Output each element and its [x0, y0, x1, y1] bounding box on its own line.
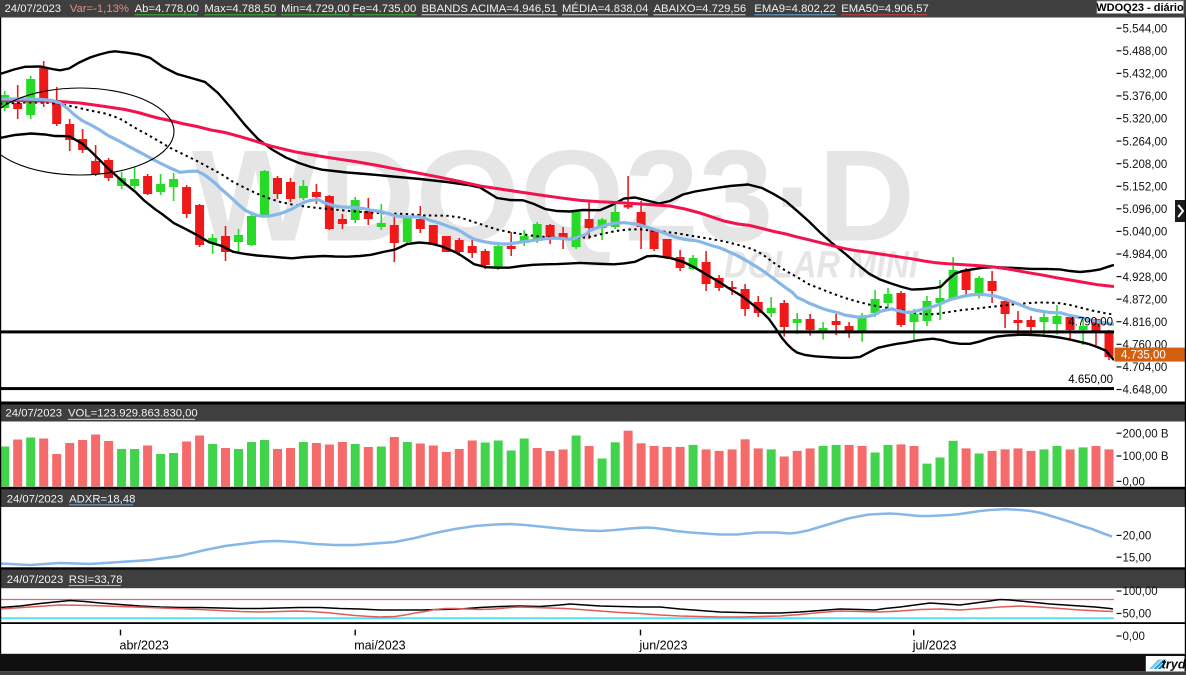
- svg-text:5.264,00: 5.264,00: [1123, 136, 1168, 148]
- svg-text:5.376,00: 5.376,00: [1123, 91, 1168, 103]
- svg-text:Var=-1,13%: Var=-1,13%: [70, 3, 129, 15]
- svg-text:5.432,00: 5.432,00: [1123, 69, 1168, 81]
- svg-text:jul/2023: jul/2023: [912, 639, 957, 653]
- svg-text:200,00 B: 200,00 B: [1123, 428, 1169, 440]
- svg-text:EMA50=4.906,57: EMA50=4.906,57: [841, 3, 929, 15]
- svg-text:4.928,00: 4.928,00: [1123, 272, 1168, 284]
- svg-text:5.096,00: 5.096,00: [1123, 204, 1168, 216]
- svg-text:24/07/2023: 24/07/2023: [6, 408, 63, 420]
- svg-text:5.152,00: 5.152,00: [1123, 182, 1168, 194]
- svg-text:mai/2023: mai/2023: [354, 639, 405, 653]
- svg-text:tryd: tryd: [1162, 656, 1186, 671]
- svg-text:Ab=4.778,00: Ab=4.778,00: [135, 3, 199, 15]
- svg-text:0,00: 0,00: [1123, 477, 1145, 489]
- svg-text:MÉDIA=4.838,04: MÉDIA=4.838,04: [562, 2, 648, 15]
- svg-text:24/07/2023: 24/07/2023: [7, 574, 64, 586]
- svg-text:VOL=123.929.863.830,00: VOL=123.929.863.830,00: [68, 408, 198, 420]
- svg-text:4.816,00: 4.816,00: [1123, 317, 1168, 329]
- svg-text:4.704,00: 4.704,00: [1123, 362, 1168, 374]
- svg-text:WDOQ23 - diário: WDOQ23 - diário: [1096, 2, 1184, 14]
- svg-text:4.650,00: 4.650,00: [1068, 374, 1113, 386]
- svg-text:5.320,00: 5.320,00: [1123, 114, 1168, 126]
- svg-text:BBANDS ACIMA=4.946,51: BBANDS ACIMA=4.946,51: [422, 3, 557, 15]
- svg-text:RSI=33,78: RSI=33,78: [69, 574, 123, 586]
- svg-text:ABAIXO=4.729,56: ABAIXO=4.729,56: [654, 3, 747, 15]
- svg-text:4.735,00: 4.735,00: [1121, 350, 1166, 362]
- svg-text:EMA9=4.802,22: EMA9=4.802,22: [754, 3, 835, 15]
- svg-text:15,00: 15,00: [1123, 552, 1152, 564]
- svg-text:0,00: 0,00: [1123, 631, 1145, 643]
- svg-text:4.984,00: 4.984,00: [1123, 249, 1168, 261]
- svg-text:jun/2023: jun/2023: [639, 639, 688, 653]
- svg-text:abr/2023: abr/2023: [120, 639, 169, 653]
- svg-text:Fe=4.735,00: Fe=4.735,00: [353, 3, 417, 15]
- svg-text:5.208,00: 5.208,00: [1123, 159, 1168, 171]
- svg-text:24/07/2023: 24/07/2023: [7, 493, 64, 505]
- svg-text:4.648,00: 4.648,00: [1123, 385, 1168, 397]
- svg-text:20,00: 20,00: [1123, 531, 1152, 543]
- svg-text:24/07/2023: 24/07/2023: [5, 3, 62, 15]
- svg-text:4.872,00: 4.872,00: [1123, 294, 1168, 306]
- svg-text:5.040,00: 5.040,00: [1123, 227, 1168, 239]
- svg-text:Min=4.729,00: Min=4.729,00: [281, 3, 350, 15]
- svg-text:50,00: 50,00: [1123, 609, 1152, 621]
- svg-text:100,00 B: 100,00 B: [1123, 451, 1169, 463]
- svg-text:4.790,00: 4.790,00: [1068, 317, 1113, 329]
- svg-text:100,00: 100,00: [1123, 586, 1158, 598]
- svg-text:Max=4.788,50: Max=4.788,50: [204, 3, 276, 15]
- svg-text:5.488,00: 5.488,00: [1123, 46, 1168, 58]
- svg-text:ADXR=18,48: ADXR=18,48: [69, 493, 135, 505]
- svg-text:5.544,00: 5.544,00: [1123, 23, 1168, 35]
